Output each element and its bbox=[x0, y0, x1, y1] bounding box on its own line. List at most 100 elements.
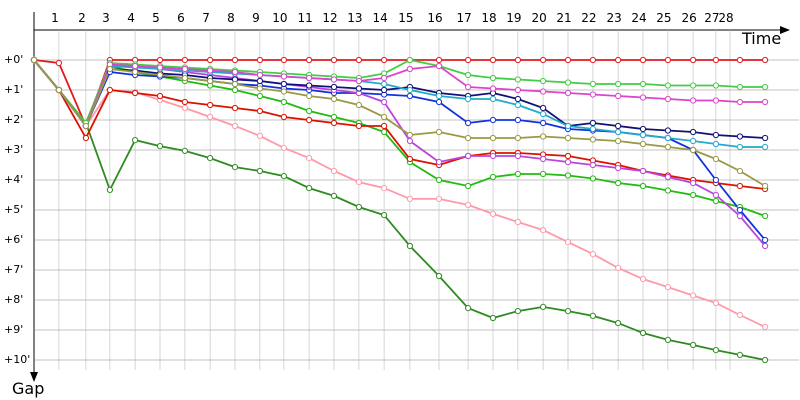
data-point bbox=[132, 137, 139, 144]
data-point bbox=[514, 308, 522, 315]
x-tick-label: 16 bbox=[427, 11, 442, 25]
y-tick-label: +0' bbox=[4, 53, 23, 66]
series-line bbox=[33, 59, 766, 139]
data-point bbox=[280, 88, 287, 95]
data-point bbox=[514, 170, 522, 178]
data-point bbox=[712, 347, 720, 354]
y-tick-label: +9' bbox=[4, 323, 23, 336]
data-point bbox=[30, 56, 38, 64]
data-point bbox=[231, 56, 239, 64]
data-point bbox=[231, 164, 239, 171]
data-point bbox=[540, 227, 547, 234]
y-tick-label: +1' bbox=[4, 83, 23, 96]
data-point bbox=[664, 336, 672, 343]
y-tick-label: +7' bbox=[4, 263, 23, 276]
data-point bbox=[540, 170, 547, 178]
data-point bbox=[207, 67, 214, 74]
data-point bbox=[664, 134, 672, 142]
data-point bbox=[435, 56, 443, 64]
data-point bbox=[280, 113, 287, 121]
data-point bbox=[639, 329, 647, 337]
data-point bbox=[406, 65, 413, 73]
data-point bbox=[82, 122, 90, 130]
data-point bbox=[330, 83, 338, 91]
data-point bbox=[55, 86, 63, 94]
data-point bbox=[465, 152, 472, 160]
data-point bbox=[156, 64, 164, 71]
data-point bbox=[406, 242, 413, 250]
data-point bbox=[736, 83, 744, 91]
x-tick-label: 27 bbox=[704, 11, 719, 25]
data-point bbox=[639, 167, 647, 175]
data-point bbox=[132, 89, 139, 97]
data-point bbox=[82, 134, 90, 142]
data-point bbox=[156, 92, 164, 100]
data-point bbox=[639, 80, 647, 88]
data-point bbox=[514, 101, 522, 109]
data-point bbox=[435, 272, 443, 280]
data-point bbox=[330, 167, 338, 175]
data-point bbox=[207, 101, 214, 109]
x-tick-label: 19 bbox=[506, 11, 521, 25]
data-point bbox=[231, 68, 239, 76]
data-point bbox=[690, 146, 697, 154]
data-point bbox=[207, 113, 214, 121]
data-point bbox=[736, 167, 744, 175]
data-point bbox=[489, 56, 497, 64]
data-point bbox=[280, 98, 287, 106]
data-point bbox=[156, 56, 164, 64]
data-point bbox=[207, 56, 214, 64]
data-point bbox=[690, 56, 697, 64]
data-point bbox=[381, 98, 388, 106]
data-point bbox=[381, 212, 388, 219]
data-point bbox=[231, 104, 239, 112]
data-point bbox=[207, 155, 214, 162]
data-point bbox=[690, 128, 697, 136]
data-point bbox=[514, 152, 522, 160]
data-point bbox=[736, 133, 744, 140]
data-point bbox=[615, 264, 622, 271]
data-point bbox=[762, 98, 769, 106]
data-point bbox=[330, 76, 338, 83]
data-point bbox=[762, 143, 769, 151]
series-line bbox=[33, 59, 766, 125]
data-point bbox=[406, 195, 413, 202]
data-point bbox=[181, 98, 188, 106]
x-axis-arrow bbox=[780, 26, 790, 34]
data-point bbox=[330, 56, 338, 64]
data-point bbox=[540, 104, 547, 112]
series-line bbox=[33, 59, 766, 129]
data-point bbox=[355, 203, 362, 211]
data-point bbox=[639, 131, 647, 139]
x-tick-label: 22 bbox=[581, 11, 596, 25]
x-tick-label: 10 bbox=[272, 11, 287, 25]
y-axis-label: Gap bbox=[12, 379, 44, 398]
data-point bbox=[330, 192, 338, 199]
data-point bbox=[381, 80, 388, 88]
y-axis-arrow bbox=[30, 372, 38, 382]
data-point bbox=[589, 119, 597, 127]
y-tick-label: +5' bbox=[4, 203, 23, 216]
x-tick-label: 1 bbox=[51, 11, 59, 25]
data-point bbox=[736, 56, 744, 64]
data-point bbox=[690, 191, 697, 199]
data-point bbox=[280, 56, 287, 64]
data-point bbox=[306, 74, 313, 82]
data-point bbox=[355, 179, 362, 186]
data-point bbox=[132, 62, 139, 70]
series-line bbox=[33, 59, 766, 187]
data-point bbox=[762, 134, 769, 142]
data-point bbox=[762, 56, 769, 64]
data-point bbox=[280, 144, 287, 151]
data-point bbox=[762, 356, 769, 364]
data-point bbox=[639, 275, 647, 283]
data-point bbox=[639, 125, 647, 133]
data-point bbox=[489, 134, 497, 142]
data-point bbox=[690, 341, 697, 349]
x-tick-label: 28 bbox=[718, 11, 733, 25]
data-point bbox=[256, 85, 263, 92]
data-point bbox=[564, 172, 572, 179]
data-point bbox=[540, 303, 547, 310]
data-point bbox=[435, 158, 443, 166]
